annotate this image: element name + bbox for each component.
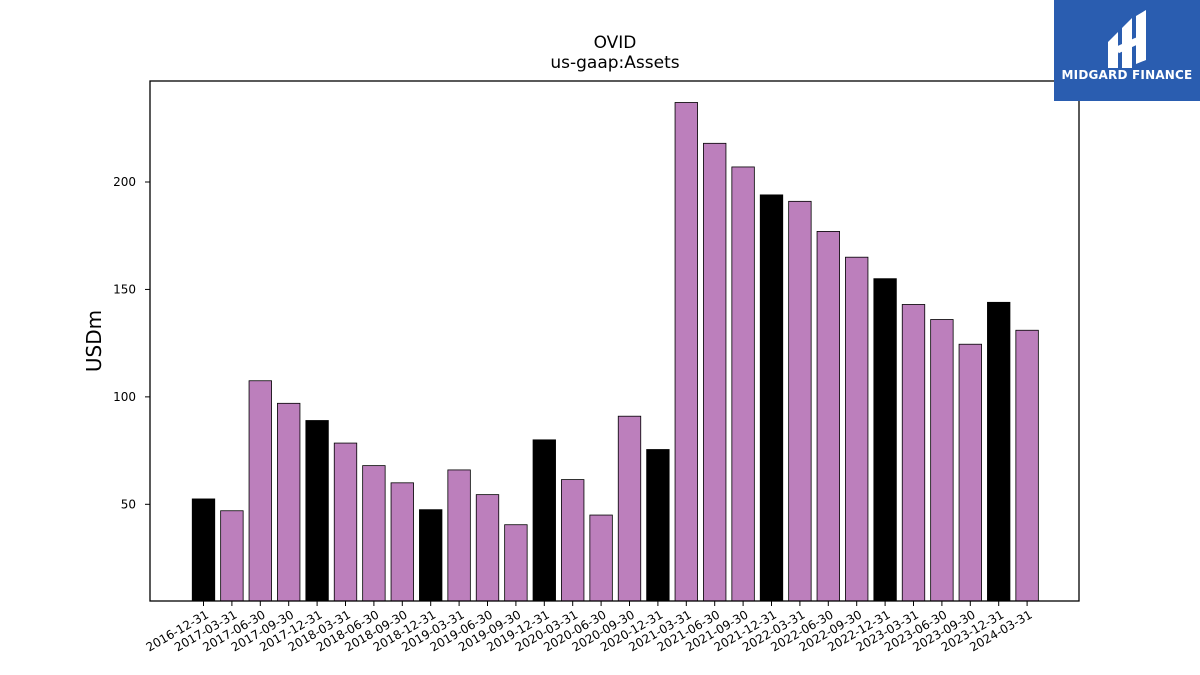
bar-2020-09-30 bbox=[617, 415, 642, 602]
bar-2019-06-30 bbox=[475, 494, 500, 602]
y-axis-label: USDm bbox=[82, 310, 106, 372]
logo-text: MIDGARD FINANCE bbox=[1061, 68, 1193, 82]
bar-2017-06-30 bbox=[248, 380, 272, 602]
bar-2021-03-31 bbox=[674, 102, 698, 602]
bars-group bbox=[191, 102, 1039, 602]
y-tick-label: 150 bbox=[113, 282, 136, 296]
y-ticks-group: 50 100 150 200 bbox=[113, 175, 150, 511]
x-ticks-group: 2016-12-312017-03-312017-06-302017-09-30… bbox=[144, 601, 1035, 654]
y-tick-label: 100 bbox=[113, 390, 136, 404]
bar-2022-03-31 bbox=[788, 200, 812, 602]
bar-2018-03-31 bbox=[333, 442, 358, 602]
bar-2020-12-31 bbox=[646, 449, 670, 602]
bar-2022-06-30 bbox=[816, 231, 840, 602]
bar-2018-06-30 bbox=[362, 465, 386, 602]
bar-2020-06-30 bbox=[589, 514, 613, 602]
bar-2019-09-30 bbox=[504, 524, 528, 602]
bar-2022-12-31 bbox=[873, 278, 897, 602]
bar-2023-09-30 bbox=[958, 343, 982, 602]
bar-2023-12-31 bbox=[987, 301, 1011, 602]
plot-frame bbox=[149, 80, 1080, 602]
midgard-logo-icon bbox=[1108, 10, 1146, 68]
bar-2017-12-31 bbox=[305, 420, 329, 602]
bar-2018-12-31 bbox=[419, 509, 443, 602]
y-tick-label: 50 bbox=[121, 497, 136, 511]
bar-2019-03-31 bbox=[447, 469, 471, 602]
bar-2023-06-30 bbox=[930, 319, 954, 602]
bar-2018-09-30 bbox=[390, 482, 414, 602]
bar-2020-03-31 bbox=[561, 479, 585, 602]
bar-2022-09-30 bbox=[845, 256, 869, 602]
bar-2023-03-31 bbox=[901, 304, 926, 602]
y-tick-label: 200 bbox=[113, 175, 136, 189]
bar-2017-03-31 bbox=[220, 510, 244, 602]
chart-title: OVID bbox=[594, 33, 637, 53]
bar-2016-12-31 bbox=[191, 498, 216, 602]
bar-2021-06-30 bbox=[703, 142, 727, 602]
bar-2017-09-30 bbox=[277, 402, 301, 602]
bar-2021-12-31 bbox=[759, 194, 784, 602]
midgard-finance-logo: MIDGARD FINANCE bbox=[1054, 0, 1200, 101]
bar-2024-03-31 bbox=[1015, 329, 1039, 602]
bar-2019-12-31 bbox=[532, 439, 556, 602]
chart-subtitle: us-gaap:Assets bbox=[550, 53, 679, 73]
bar-2021-09-30 bbox=[731, 166, 755, 602]
